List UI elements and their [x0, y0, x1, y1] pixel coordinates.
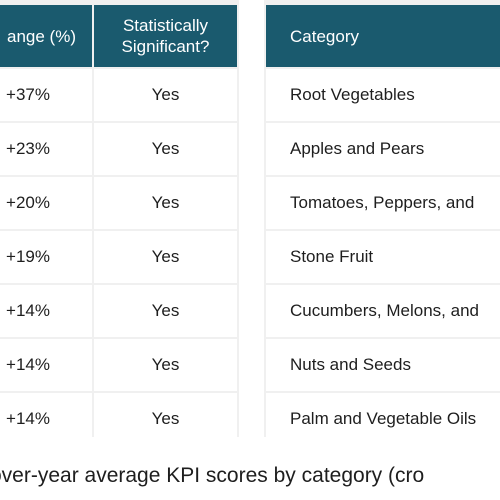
category-cell: Stone Fruit — [266, 231, 500, 283]
change-cell: +37% — [0, 69, 92, 121]
column-header-category: Category — [266, 5, 500, 67]
change-cell: +19% — [0, 231, 92, 283]
category-cell: Palm and Vegetable Oils — [266, 393, 500, 445]
table-row: Tomatoes, Peppers, and — [264, 177, 500, 229]
table-row: +14% Yes — [0, 285, 239, 337]
category-table: Category Root Vegetables Apples and Pear… — [264, 0, 500, 445]
significance-cell: Yes — [94, 393, 237, 445]
table-caption: over-year average KPI scores by category… — [0, 458, 500, 494]
table-row: Stone Fruit — [264, 231, 500, 283]
category-cell: Apples and Pears — [266, 123, 500, 175]
column-header-change-label: ange (%) — [7, 26, 76, 46]
change-significance-table: ange (%) Statistically Significant? +37%… — [0, 0, 239, 445]
significance-cell: Yes — [94, 177, 237, 229]
table-header-row: ange (%) Statistically Significant? — [0, 5, 239, 67]
significance-cell: Yes — [94, 123, 237, 175]
change-cell: +23% — [0, 123, 92, 175]
column-header-change: ange (%) — [0, 5, 92, 67]
table-row: +20% Yes — [0, 177, 239, 229]
change-cell: +14% — [0, 393, 92, 445]
category-cell: Tomatoes, Peppers, and — [266, 177, 500, 229]
category-cell: Nuts and Seeds — [266, 339, 500, 391]
significance-cell: Yes — [94, 339, 237, 391]
category-cell: Root Vegetables — [266, 69, 500, 121]
significance-cell: Yes — [94, 285, 237, 337]
table-body: +37% Yes +23% Yes +20% Yes +19% Yes +14%… — [0, 69, 239, 447]
table-row: Root Vegetables — [264, 69, 500, 121]
change-cell: +20% — [0, 177, 92, 229]
category-cell: Cucumbers, Melons, and — [266, 285, 500, 337]
table-row: Apples and Pears — [264, 123, 500, 175]
table-body: Root Vegetables Apples and Pears Tomatoe… — [264, 69, 500, 447]
significance-cell: Yes — [94, 69, 237, 121]
table-row: +19% Yes — [0, 231, 239, 283]
change-cell: +14% — [0, 285, 92, 337]
table-row: Cucumbers, Melons, and — [264, 285, 500, 337]
table-caption-text: over-year average KPI scores by category… — [0, 464, 425, 487]
change-cell: +14% — [0, 339, 92, 391]
table-header-row: Category — [264, 5, 500, 67]
significance-cell: Yes — [94, 231, 237, 283]
table-row: +37% Yes — [0, 69, 239, 121]
table-row: Palm and Vegetable Oils — [264, 393, 500, 445]
table-row: +14% Yes — [0, 339, 239, 391]
table-row: +14% Yes — [0, 393, 239, 445]
table-row: Nuts and Seeds — [264, 339, 500, 391]
column-header-significant: Statistically Significant? — [94, 5, 237, 67]
table-row: +23% Yes — [0, 123, 239, 175]
